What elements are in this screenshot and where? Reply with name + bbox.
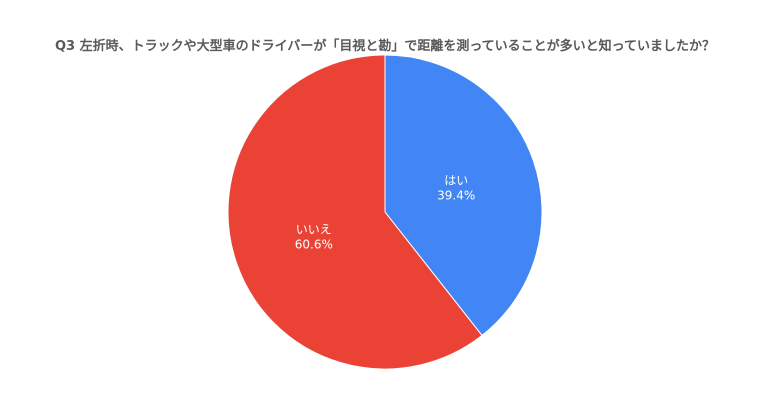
slice-value-label-0: 39.4% — [437, 188, 475, 202]
slice-label-0: はい — [444, 173, 468, 187]
chart-title: Q3 左折時、トラックや大型車のドライバーが「目視と勘」で距離を測っていることが… — [54, 39, 716, 54]
slice-value-label-1: 60.6% — [295, 238, 333, 252]
pie-slice-1 — [227, 54, 483, 370]
slice-label-1: いいえ — [296, 223, 332, 237]
pie-slice-0 — [384, 54, 543, 337]
